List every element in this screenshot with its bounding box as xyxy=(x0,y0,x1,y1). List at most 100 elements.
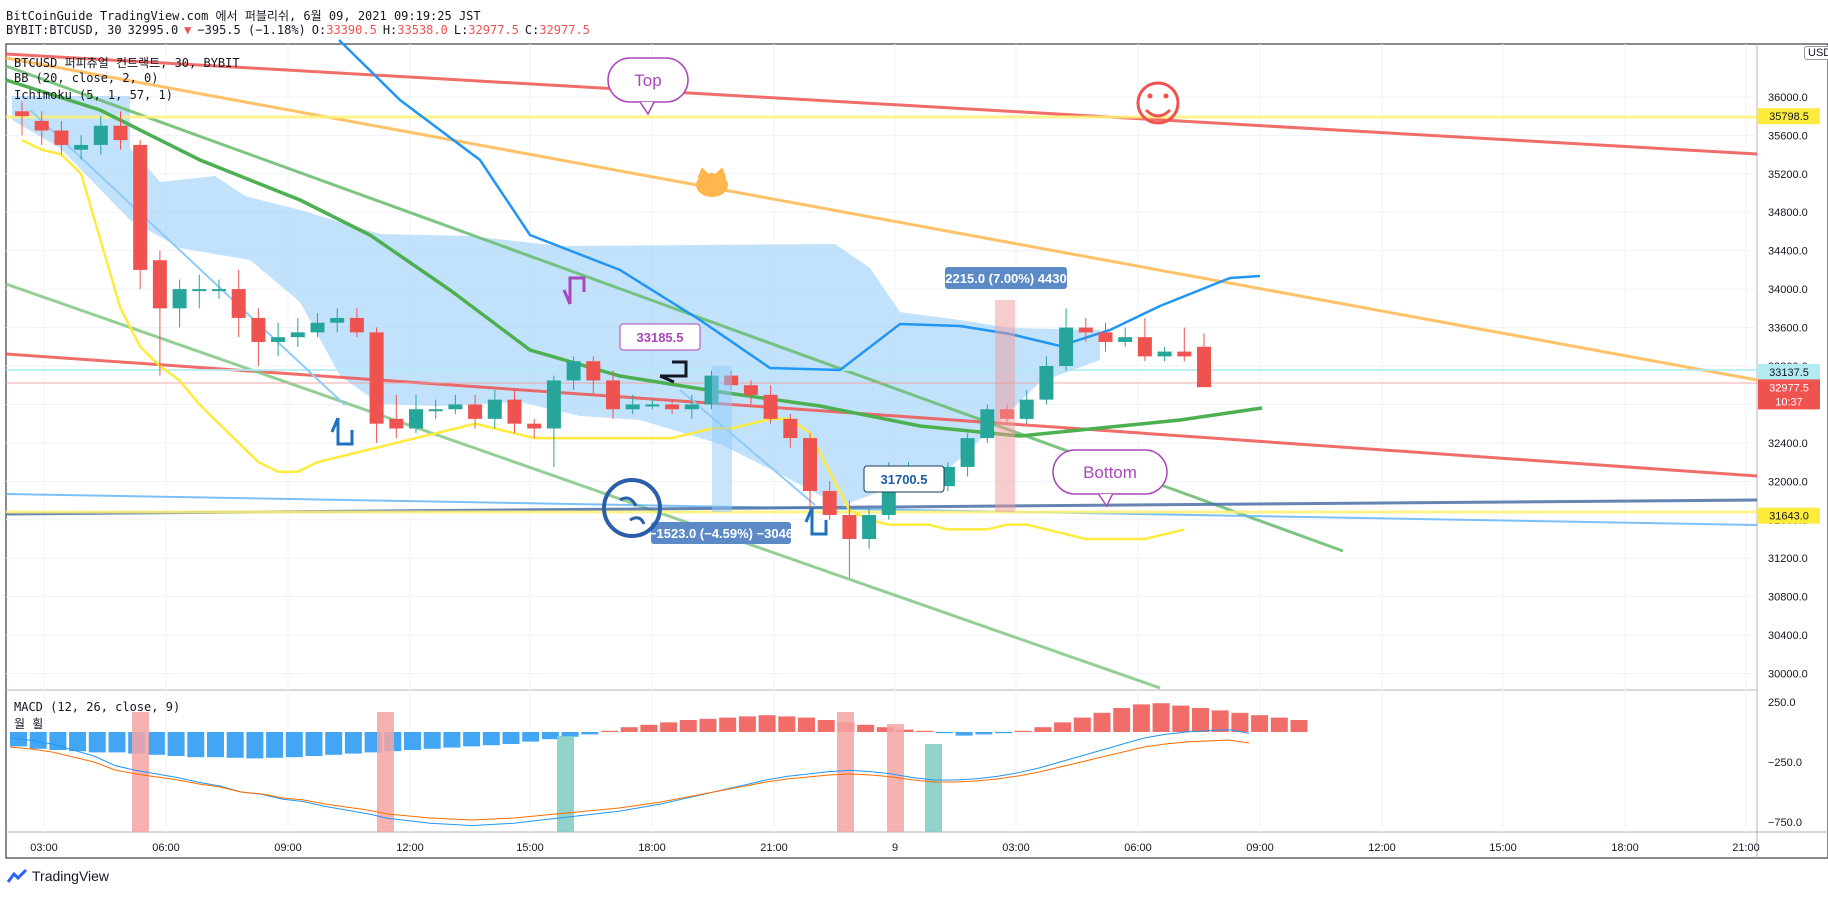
open-value: 33390.5 xyxy=(326,23,377,37)
trend-line-blue xyxy=(5,493,1758,526)
arrow-line-2 xyxy=(679,389,816,506)
signal-line xyxy=(9,739,1250,821)
price-tag-33185-box xyxy=(619,323,701,351)
y-tick-label: 34800.0 xyxy=(1768,207,1808,219)
macd-histogram-bar xyxy=(1172,705,1190,732)
macd-histogram-bar xyxy=(285,732,303,758)
macd-histogram-bar xyxy=(1014,730,1032,732)
last-price: 32995.0 xyxy=(127,23,179,37)
candle xyxy=(566,356,581,391)
macd-tick-label: −250.0 xyxy=(1768,757,1802,769)
candle-body xyxy=(212,289,226,292)
candle-body xyxy=(15,111,29,117)
macd-histogram-bar xyxy=(1113,708,1131,732)
candle xyxy=(586,356,601,395)
currency-button[interactable]: USD xyxy=(1804,46,1828,60)
legend-ichimoku[interactable]: Ichimoku (5, 1, 57, 1) xyxy=(14,88,173,102)
candle xyxy=(310,313,325,338)
x-tick-label: 21:00 xyxy=(1732,842,1760,854)
range-box-down xyxy=(712,366,732,512)
ichimoku-base-line xyxy=(5,78,1263,438)
macd-histogram-bar xyxy=(207,732,224,758)
x-tick-label: 09:00 xyxy=(274,842,302,854)
candle-body xyxy=(606,380,620,410)
candle-body xyxy=(330,317,345,323)
macd-histogram-bar xyxy=(916,730,934,732)
candle-body xyxy=(1137,337,1152,357)
candle xyxy=(290,317,305,347)
macd-tall-bar xyxy=(132,712,149,832)
macd-histogram-bar xyxy=(798,717,815,732)
symbol: BYBIT:BTCUSD, 30 xyxy=(6,23,122,37)
candle-body xyxy=(645,404,660,407)
macd-histogram-bar xyxy=(1290,720,1308,732)
candle-body xyxy=(586,361,601,381)
x-tick-label: 18:00 xyxy=(1611,842,1639,854)
legend-macd[interactable]: MACD (12, 26, close, 9) xyxy=(14,700,181,714)
hand-point-down-icon xyxy=(562,276,586,305)
macd-tick-label: 250.0 xyxy=(1768,697,1796,709)
hand-point-right-icon xyxy=(659,360,688,384)
macd-histogram-bar xyxy=(896,729,914,732)
macd-histogram-bar xyxy=(443,732,461,748)
macd-histogram-bar xyxy=(1270,717,1288,732)
low-value: 32977.5 xyxy=(468,23,519,37)
candle-body xyxy=(409,409,423,429)
macd-tick-label: −750.0 xyxy=(1768,817,1802,829)
candle-body xyxy=(625,404,640,410)
macd-histogram-bar xyxy=(975,732,993,735)
y-tick-label: 32400.0 xyxy=(1768,438,1808,450)
callout-top: Top xyxy=(634,71,661,90)
trend-line-red-lower xyxy=(5,352,1758,478)
candle-body xyxy=(763,394,778,419)
candle xyxy=(783,414,798,448)
candle xyxy=(113,111,128,150)
smile-eye-icon xyxy=(1163,93,1169,99)
x-tick-label: 03:00 xyxy=(1002,842,1030,854)
candle-body xyxy=(251,317,266,342)
candle xyxy=(625,394,640,415)
candle-body xyxy=(1059,327,1074,366)
candle-body xyxy=(34,120,49,131)
macd-histogram-bar xyxy=(699,718,717,732)
candle xyxy=(1177,327,1192,362)
legend-bb[interactable]: BB (20, close, 2, 0) xyxy=(14,71,159,85)
y-tick-label: 31200.0 xyxy=(1768,553,1808,565)
macd-histogram-bar xyxy=(305,732,323,756)
candle xyxy=(487,390,502,429)
x-tick-label: 18:00 xyxy=(638,842,666,854)
candle xyxy=(389,394,404,439)
macd-histogram-bar xyxy=(187,732,205,758)
candle-body xyxy=(54,130,69,145)
macd-tall-bar xyxy=(557,736,574,832)
candle xyxy=(172,279,187,328)
hand-point-icon xyxy=(804,507,828,536)
macd-histogram-bar xyxy=(29,732,47,749)
legend-symbol[interactable]: BTCUSD 퍼피츄얼 컨트랙트, 30, BYBIT xyxy=(14,56,240,70)
trend-line-orange xyxy=(5,56,1758,382)
candle-body xyxy=(803,438,817,491)
y-tick-label: 36000.0 xyxy=(1768,92,1808,104)
price-axis-label-value: 35798.5 xyxy=(1769,111,1809,123)
candle-body xyxy=(546,380,561,429)
candle-body xyxy=(1118,337,1133,342)
macd-histogram-bar xyxy=(758,715,776,732)
macd-histogram-bar xyxy=(1251,715,1269,732)
callout-bottom: Bottom xyxy=(1083,463,1137,482)
macd-histogram-bar xyxy=(246,732,264,759)
candle-body xyxy=(152,260,167,309)
candle xyxy=(448,394,463,415)
publish-info: BitCoinGuide TradingView.com 에서 퍼블리쉬, 6월… xyxy=(6,9,481,23)
macd-histogram-bar xyxy=(935,732,953,734)
legend-macd-sub: 월 휠 xyxy=(14,717,44,731)
x-tick-label: 15:00 xyxy=(516,842,544,854)
trend-line-red-upper xyxy=(5,52,1758,156)
candle-body xyxy=(1177,351,1192,357)
candle xyxy=(369,327,384,443)
candle-body xyxy=(527,423,542,429)
macd-histogram-bar xyxy=(640,724,658,732)
candle-body xyxy=(192,289,207,292)
candle xyxy=(822,481,837,520)
candle-body xyxy=(487,399,502,419)
